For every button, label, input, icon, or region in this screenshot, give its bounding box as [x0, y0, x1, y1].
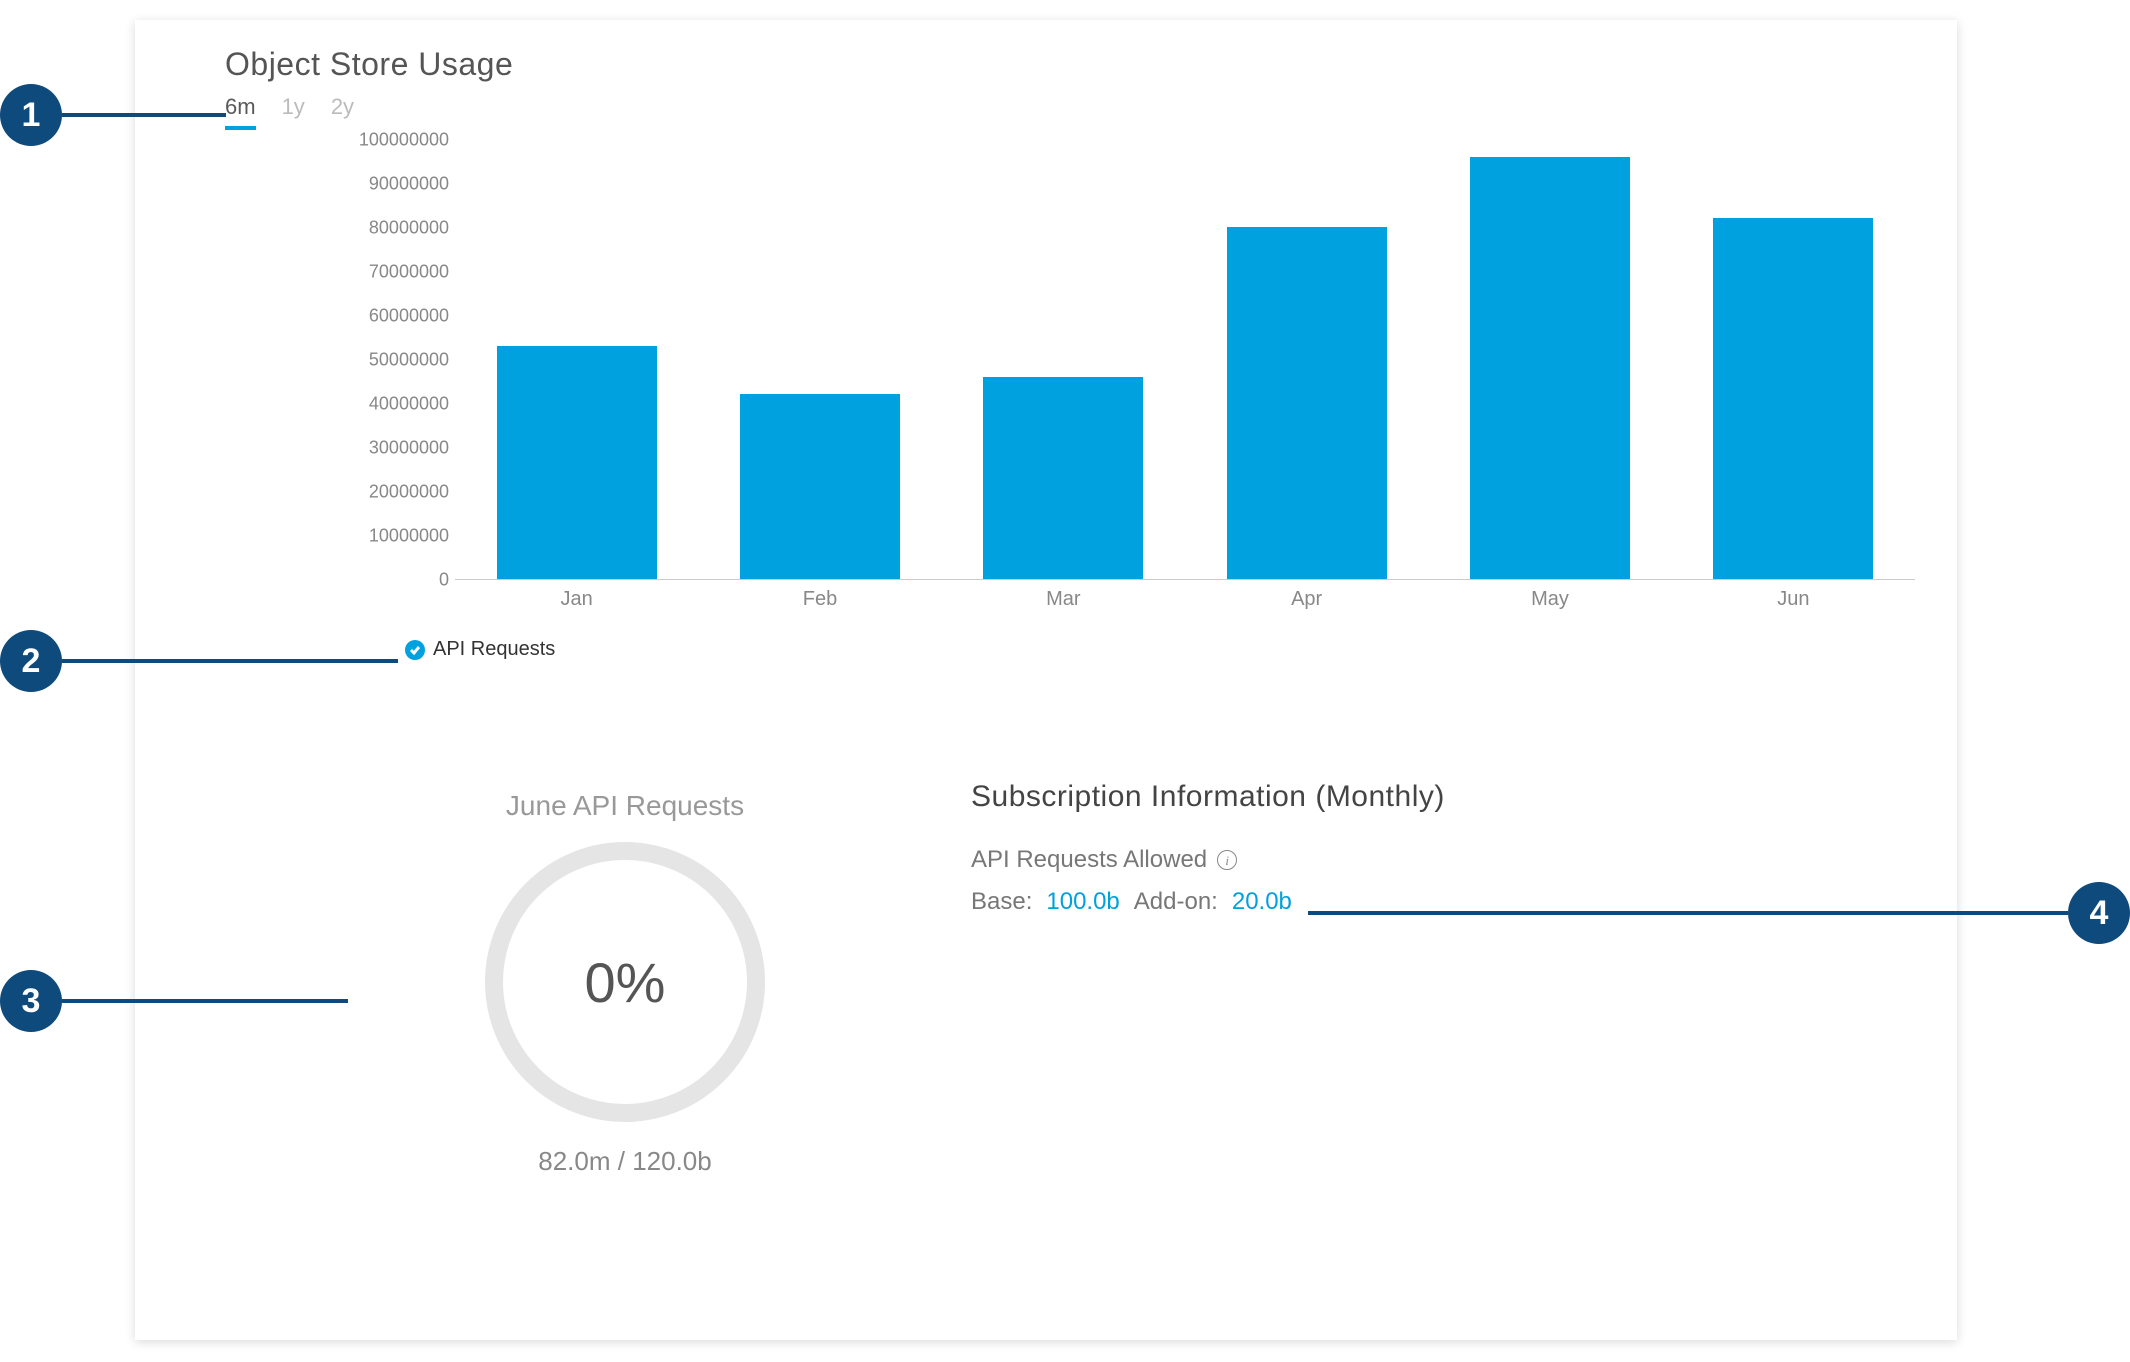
y-tick-label: 30000000 — [225, 438, 449, 459]
time-range-tab-2y[interactable]: 2y — [331, 94, 354, 130]
annotation-callout-4: 4 — [1308, 882, 2130, 944]
y-tick-label: 60000000 — [225, 306, 449, 327]
base-value: 100.0b — [1046, 888, 1119, 916]
time-range-tab-1y[interactable]: 1y — [282, 94, 305, 130]
usage-bar-chart: 0 10000000 20000000 30000000 40000000 5000000… — [225, 140, 1915, 630]
check-circle-icon — [405, 640, 425, 660]
annotation-callout-2: 2 — [0, 630, 398, 692]
y-tick-label: 40000000 — [225, 394, 449, 415]
x-tick-label: May — [1470, 588, 1630, 611]
gauge-subtext: 82.0m / 120.0b — [415, 1146, 835, 1177]
info-icon[interactable]: i — [1217, 850, 1237, 870]
y-tick-label: 50000000 — [225, 350, 449, 371]
addon-label: Add-on: — [1134, 888, 1218, 916]
bar-feb[interactable] — [740, 394, 900, 579]
x-tick-label: Jun — [1713, 588, 1873, 611]
annotation-callout-1: 1 — [0, 84, 226, 146]
bar-may[interactable] — [1470, 157, 1630, 579]
gauge-title: June API Requests — [415, 790, 835, 822]
annotation-callout-3: 3 — [0, 970, 348, 1032]
y-tick-label: 20000000 — [225, 482, 449, 503]
chart-legend-label: API Requests — [433, 638, 555, 661]
chart-legend-item[interactable]: API Requests — [405, 638, 555, 661]
y-tick-label: 10000000 — [225, 526, 449, 547]
annotation-badge: 1 — [0, 84, 62, 146]
monthly-gauge-panel: June API Requests 0% 82.0m / 120.0b — [415, 790, 835, 1177]
time-range-tabs: 6m 1y 2y — [225, 94, 354, 130]
chart-y-axis: 0100000002000000030000000400000005000000… — [225, 140, 455, 580]
y-tick-label: 80000000 — [225, 218, 449, 239]
allowed-row: API Requests Allowed i — [971, 846, 1871, 874]
annotation-line — [62, 113, 226, 117]
annotation-badge: 3 — [0, 970, 62, 1032]
x-tick-label: Jan — [497, 588, 657, 611]
bar-apr[interactable] — [1227, 227, 1387, 579]
x-tick-label: Feb — [740, 588, 900, 611]
base-label: Base: — [971, 888, 1032, 916]
chart-title: Object Store Usage — [225, 46, 513, 83]
y-tick-label: 90000000 — [225, 174, 449, 195]
gauge-ring: 0% — [485, 842, 765, 1122]
y-tick-label: 100000000 — [225, 130, 449, 151]
gauge-percent: 0% — [485, 842, 765, 1122]
subscription-title: Subscription Information (Monthly) — [971, 780, 1871, 814]
addon-value: 20.0b — [1232, 888, 1292, 916]
annotation-line — [1308, 911, 2068, 915]
chart-plot-area — [455, 140, 1915, 580]
time-range-tab-6m[interactable]: 6m — [225, 94, 256, 130]
annotation-badge: 2 — [0, 630, 62, 692]
bar-jan[interactable] — [497, 346, 657, 579]
y-tick-label: 70000000 — [225, 262, 449, 283]
annotation-badge: 4 — [2068, 882, 2130, 944]
y-tick-label: 0 — [225, 570, 449, 591]
x-tick-label: Mar — [983, 588, 1143, 611]
allowed-label: API Requests Allowed — [971, 846, 1207, 874]
annotation-line — [62, 659, 398, 663]
usage-card: Object Store Usage 6m 1y 2y 0 10000000 20000… — [135, 20, 1957, 1340]
chart-title-row: Object Store Usage — [225, 46, 513, 83]
chart-x-axis: Jan Feb Mar Apr May Jun — [455, 588, 1915, 618]
x-tick-label: Apr — [1227, 588, 1387, 611]
annotation-line — [62, 999, 348, 1003]
bar-mar[interactable] — [983, 377, 1143, 579]
bar-jun[interactable] — [1713, 218, 1873, 579]
